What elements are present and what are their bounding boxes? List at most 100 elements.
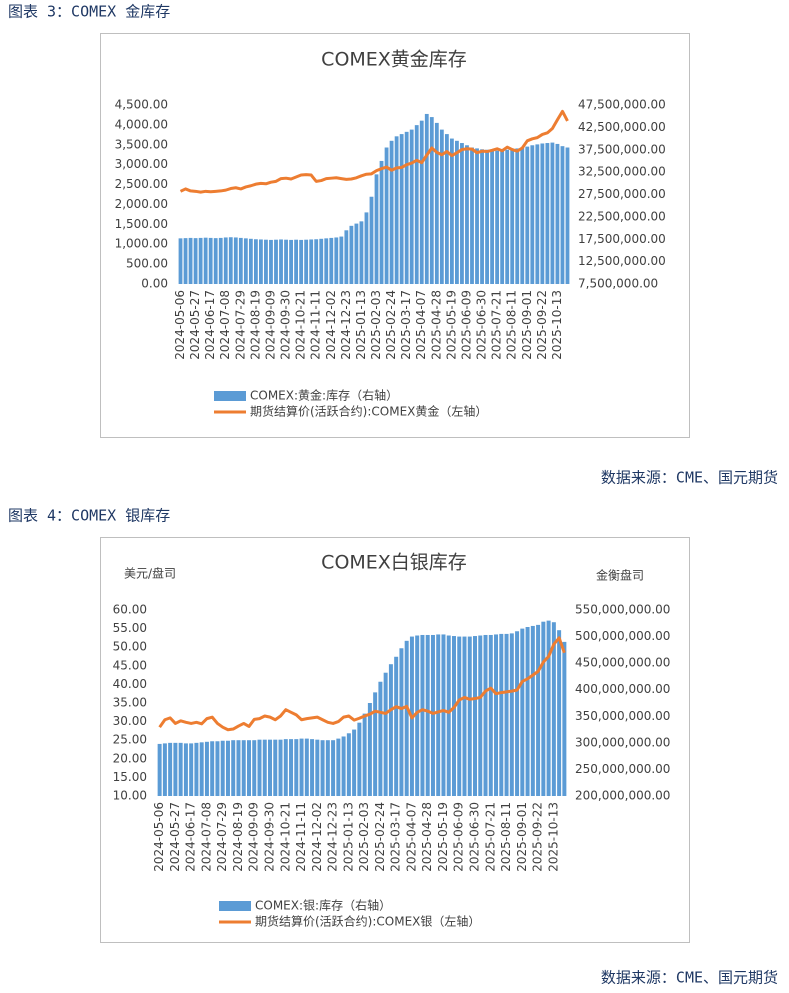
line: [158, 636, 566, 732]
y2-tick-label: 37,500,000.00: [578, 142, 666, 156]
bar: [220, 740, 225, 796]
x-tick-label: 2024-09-09: [247, 802, 261, 872]
x-tick-label: 2025-09-22: [531, 802, 545, 872]
bar: [178, 742, 183, 796]
x-tick-label: 2025-01-13: [354, 290, 368, 360]
bar: [241, 740, 246, 796]
bar: [424, 113, 429, 284]
y-tick-label: 1,000.00: [115, 237, 168, 251]
y-tick-label: 500.00: [126, 257, 168, 271]
bar: [530, 625, 535, 796]
bar: [515, 148, 520, 284]
x-tick-label: 2024-11-11: [294, 802, 308, 872]
bar: [439, 129, 444, 284]
y-tick-label: 55.00: [113, 621, 147, 635]
x-tick-label: 2024-09-09: [263, 290, 277, 360]
x-tick-label: 2025-10-13: [550, 290, 564, 360]
bar: [499, 633, 504, 796]
y-tick-label: 30.00: [113, 714, 147, 728]
legend-label: COMEX:黄金:库存（右轴）: [250, 388, 398, 403]
bar: [505, 149, 510, 284]
bar: [560, 146, 565, 284]
bar: [429, 117, 434, 285]
x-tick-label: 2025-04-07: [414, 290, 428, 360]
bar: [225, 740, 230, 796]
bar: [331, 740, 336, 796]
bar: [446, 635, 451, 796]
bar: [485, 149, 489, 284]
bar: [178, 238, 183, 284]
bar: [183, 743, 188, 796]
bar: [289, 239, 293, 284]
y2-tick-label: 450,000,000.00: [575, 656, 670, 670]
bar: [480, 149, 484, 284]
bar: [444, 134, 449, 284]
bar: [203, 237, 208, 284]
bar: [274, 239, 278, 284]
x-tick-label: 2025-07-21: [490, 290, 504, 360]
y-tick-label: 45.00: [113, 658, 147, 672]
legend-label: COMEX:银:库存（右轴）: [255, 898, 391, 913]
bar: [515, 631, 520, 796]
source-note: 数据来源：CME、国元期货: [601, 469, 778, 487]
bar: [268, 739, 273, 796]
bar: [208, 237, 213, 284]
y2-tick-label: 400,000,000.00: [575, 682, 670, 696]
bar: [504, 633, 509, 796]
bar: [369, 196, 374, 284]
x-tick-label: 2024-09-30: [279, 290, 293, 360]
bar: [264, 239, 268, 284]
y2-tick-label: 500,000,000.00: [575, 629, 670, 643]
y2-tick-label: 350,000,000.00: [575, 709, 670, 723]
bar: [324, 238, 329, 284]
bar: [198, 237, 203, 284]
bar: [362, 713, 367, 796]
bar: [278, 739, 283, 796]
bar: [478, 635, 483, 796]
source-note: 数据来源：CME、国元期货: [601, 969, 778, 987]
bar: [520, 147, 525, 284]
bar: [183, 238, 188, 284]
bar: [430, 634, 435, 796]
bar: [364, 212, 369, 284]
bar: [379, 160, 384, 284]
bar: [373, 692, 378, 796]
bar: [404, 131, 409, 284]
bar: [309, 239, 314, 284]
y2-tick-label: 250,000,000.00: [575, 762, 670, 776]
y-axis-title: 美元/盘司: [124, 566, 176, 581]
x-tick-label: 2024-05-06: [152, 802, 166, 872]
bar: [367, 703, 372, 796]
bar: [236, 740, 241, 796]
bar: [273, 739, 278, 796]
bar: [320, 740, 325, 796]
x-tick-label: 2025-09-01: [515, 802, 529, 872]
bar: [262, 739, 267, 796]
bar: [374, 174, 379, 284]
bar: [294, 239, 299, 284]
bar: [304, 239, 309, 284]
x-tick-label: 2024-12-23: [326, 802, 340, 872]
bar: [384, 147, 389, 284]
bar: [257, 739, 262, 796]
x-tick-label: 2024-05-06: [173, 290, 187, 360]
bar: [341, 736, 346, 796]
bar: [540, 143, 545, 284]
legend-swatch: [214, 391, 246, 401]
y2-tick-label: 200,000,000.00: [575, 789, 670, 803]
bar: [352, 729, 357, 796]
bar: [483, 634, 488, 796]
x-tick-label: 2025-03-17: [399, 290, 413, 360]
bar: [248, 238, 253, 284]
bar: [238, 237, 243, 284]
bar: [204, 741, 209, 796]
figure-caption: 图表 4：COMEX 银库存: [8, 507, 170, 525]
bar: [162, 743, 167, 796]
bar: [252, 740, 257, 796]
bar: [409, 129, 414, 284]
bar: [462, 636, 467, 796]
y2-tick-label: 47,500,000.00: [578, 98, 666, 112]
bar: [193, 238, 198, 284]
y2-tick-label: 12,500,000.00: [578, 254, 666, 268]
